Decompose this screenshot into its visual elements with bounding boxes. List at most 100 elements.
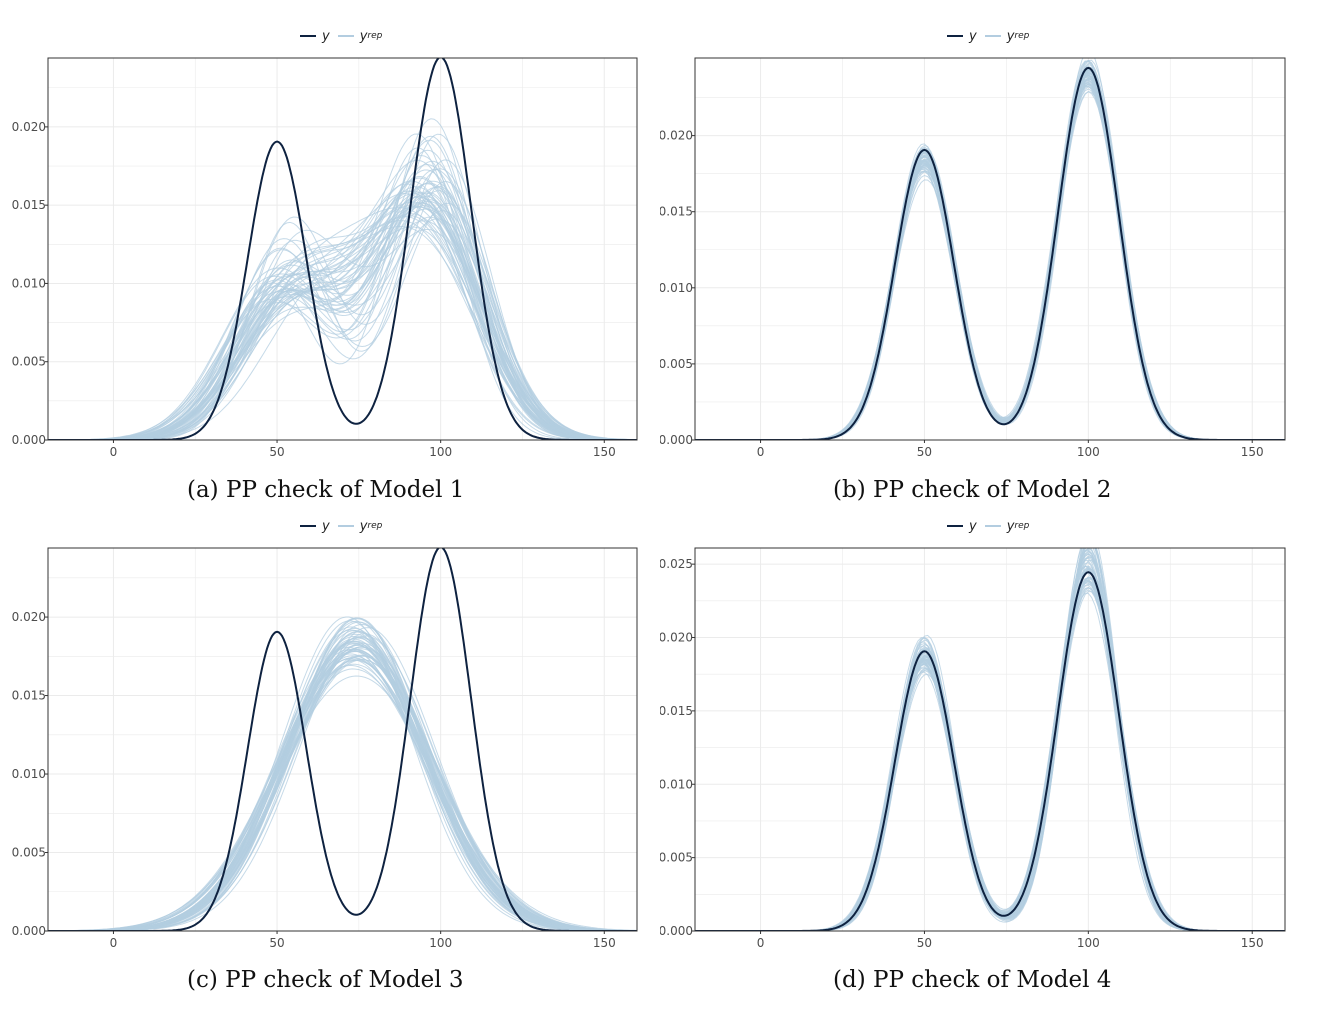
x-tick-label: 100 [1077,936,1100,950]
yrep-draw-line [695,58,1285,440]
yrep-draw-line [695,60,1285,440]
legend-yrep-label: y [359,518,368,534]
yrep-draw-line [695,548,1285,931]
yrep-draw-line [48,658,637,931]
yrep-draw-line [48,646,637,931]
yrep-draw-line [695,84,1285,440]
yrep-draw-line [695,59,1285,440]
yrep-draw-line [48,630,637,931]
legend-yrep-label: y [1006,28,1015,44]
x-tick-label: 50 [269,445,284,459]
yrep-draw-line [695,548,1285,931]
legend-yrep-sub: rep [367,521,383,531]
x-tick-label: 0 [110,936,118,950]
yrep-draw-line [695,66,1285,440]
yrep-draw-line [48,195,637,440]
yrep-draw-line [695,67,1285,440]
x-tick-label: 100 [1077,445,1100,459]
y-tick-label: 0.015 [12,689,46,703]
yrep-draw-line [695,565,1285,931]
yrep-draw-line [695,77,1285,440]
y-observed-line [48,58,637,440]
caption-model-1: (a) PP check of Model 1 [187,477,465,503]
yrep-draw-line [695,82,1285,440]
yrep-draw-line [48,640,637,931]
yrep-draw-line [695,76,1285,440]
yrep-draw-line [695,559,1285,931]
yrep-draw-line [695,548,1285,931]
yrep-draw-line [695,60,1285,440]
yrep-draw-line [695,90,1285,440]
yrep-draw-line [695,590,1285,931]
yrep-draw-line [48,657,637,931]
yrep-draw-line [695,83,1285,440]
y-tick-label: 0.010 [660,281,693,295]
caption-model-2: (b) PP check of Model 2 [833,477,1112,503]
yrep-draw-line [695,71,1285,440]
y-tick-label: 0.010 [12,276,46,290]
yrep-draw-line [695,576,1285,931]
yrep-draw-line [695,568,1285,931]
yrep-draw-line [695,68,1285,440]
yrep-draw-line [695,559,1285,931]
yrep-draw-line [695,553,1285,931]
yrep-draw-line [695,69,1285,440]
legend-yrep-sub: rep [1014,521,1030,531]
y-tick-label: 0.015 [660,205,693,219]
yrep-draw-line [695,565,1285,931]
yrep-draw-line [695,69,1285,440]
yrep-draw-line [695,549,1285,931]
yrep-draw-line [695,74,1285,440]
yrep-draw-line [695,562,1285,931]
yrep-draw-line [48,650,637,931]
yrep-draw-line [695,548,1285,931]
y-tick-label: 0.020 [660,129,693,143]
yrep-draw-line [48,623,637,931]
y-tick-label: 0.015 [660,704,693,718]
y-tick-label: 0.010 [660,777,693,791]
yrep-draw-line [695,552,1285,931]
y-tick-label: 0.015 [12,198,46,212]
legend-y-key [300,35,316,37]
legend-b: y y rep [947,26,1037,46]
yrep-draw-line [695,73,1285,440]
y-tick-label: 0.000 [12,433,46,447]
yrep-draw-line [695,579,1285,931]
x-tick-label: 50 [917,445,932,459]
yrep-draw-line [48,616,637,931]
yrep-draw-line [695,74,1285,440]
yrep-draw-line [695,74,1285,440]
yrep-draw-line [695,577,1285,931]
legend-yrep-label: y [1006,518,1015,534]
yrep-draw-line [695,586,1285,931]
yrep-draw-line [695,567,1285,931]
yrep-draw-line [695,569,1285,931]
yrep-draw-line [695,68,1285,440]
yrep-draw-line [695,73,1285,440]
legend-yrep-label: y [359,28,368,44]
y-tick-label: 0.005 [660,851,693,865]
yrep-draw-line [695,76,1285,440]
legend-y-label: y [322,28,330,44]
yrep-draw-line [695,548,1285,931]
y-tick-label: 0.020 [660,631,693,645]
yrep-draw-line [695,72,1285,440]
yrep-draw-line [695,565,1285,931]
yrep-draw-line [695,72,1285,440]
yrep-draw-line [48,629,637,931]
legend-yrep-sub: rep [1014,31,1030,41]
plot-frame [47,547,638,932]
yrep-draw-line [695,569,1285,931]
yrep-draw-line [695,576,1285,931]
legend-c: y y rep [300,516,390,536]
yrep-draw-line [695,62,1285,440]
plot-frame [47,57,638,441]
yrep-draw-line [48,205,637,440]
yrep-draw-line [695,556,1285,931]
legend-y-label: y [322,518,330,534]
y-tick-label: 0.000 [12,924,46,938]
yrep-draw-line [48,636,637,931]
yrep-draw-line [695,548,1285,931]
x-tick-label: 150 [1241,445,1264,459]
legend-y-key [947,35,963,37]
